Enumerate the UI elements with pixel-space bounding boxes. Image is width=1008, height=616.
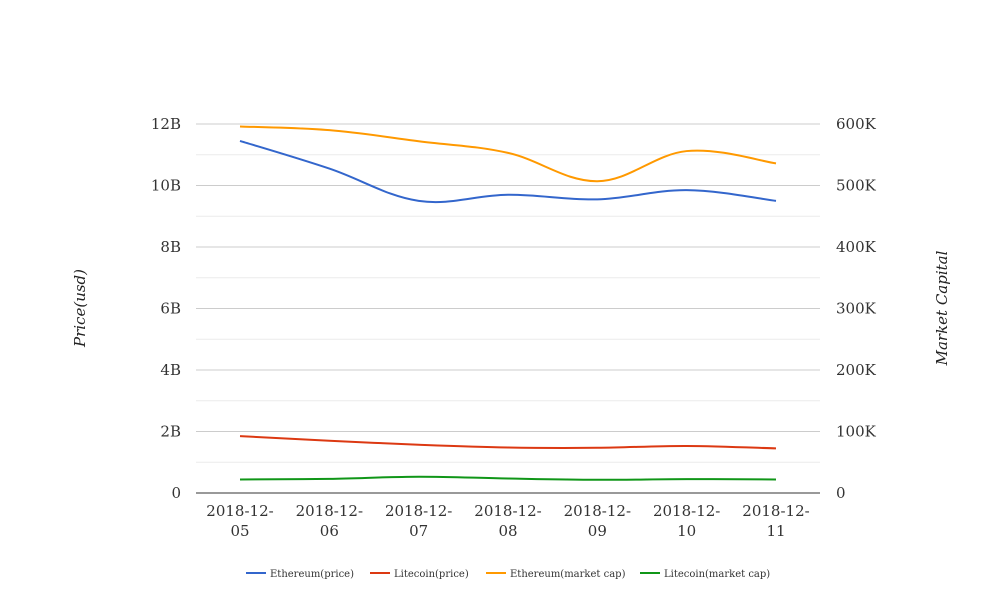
x-tick-label: 2018-12-11 [742,502,809,540]
right-tick-label: 400K [836,238,877,256]
x-tick-label: 2018-12-06 [296,502,363,540]
series-line-litecoin-market-cap [239,475,777,481]
legend-label: Ethereum(market cap) [510,569,626,580]
x-tick-label: 2018-12-09 [564,502,631,540]
left-tick-label: 6B [160,300,181,318]
left-tick-label: 4B [160,361,181,379]
left-tick-label: 10B [151,177,181,195]
x-tick-label: 2018-12-07 [385,502,452,540]
x-tick-label: 2018-12-08 [474,502,541,540]
left-axis-title: Price(usd) [71,269,89,348]
x-tick-label: 2018-12-10 [653,502,720,540]
legend-label: Litecoin(price) [394,569,469,580]
right-tick-label: 300K [836,300,877,318]
right-tick-label: 600K [836,115,877,133]
series-line-ethereum-market-cap [239,125,777,183]
right-tick-label: 100K [836,423,877,441]
series-lines [239,125,777,481]
right-axis-title: Market Capital [933,250,951,366]
right-tick-label: 500K [836,177,877,195]
x-tick-label: 2018-12-05 [206,502,273,540]
series-line-litecoin-price [239,435,777,450]
legend-label: Litecoin(market cap) [664,569,770,580]
legend: Ethereum(price) Litecoin(price) Ethereum(m… [246,569,770,580]
gridlines [196,123,820,463]
left-tick-label: 0 [171,484,181,502]
left-axis-ticks: 0 2B 4B 6B 8B 10B 12B [151,115,181,502]
left-tick-label: 8B [160,238,181,256]
series-line-ethereum-price [239,139,777,204]
right-tick-label: 200K [836,361,877,379]
left-tick-label: 2B [160,423,181,441]
left-tick-label: 12B [151,115,181,133]
right-axis-ticks: 0 100K 200K 300K 400K 500K 600K [836,115,877,502]
right-tick-label: 0 [836,484,846,502]
x-axis-ticks: 2018-12-05 2018-12-06 2018-12-07 2018-12-08… [206,502,809,540]
legend-label: Ethereum(price) [270,569,354,580]
